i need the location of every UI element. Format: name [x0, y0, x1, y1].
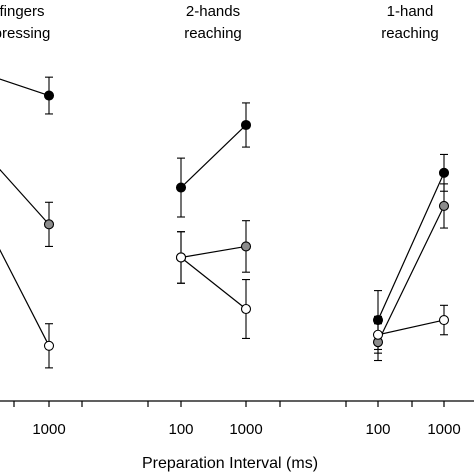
data-point-filled-black	[175, 182, 187, 193]
panel-title-line: 1-hand	[387, 3, 434, 20]
panel-title-line: reaching	[184, 25, 242, 42]
x-tick-label: 1000	[229, 421, 262, 438]
series-line-open	[0, 248, 50, 347]
panel-2: 2-hands reaching 100 1000	[168, 3, 262, 438]
panel-title-line: pressing	[0, 25, 50, 42]
data-point-filled-black	[43, 90, 55, 101]
data-point-filled-gray	[438, 200, 450, 212]
x-tick-label: 1000	[427, 421, 460, 438]
data-point-filled-black	[372, 314, 384, 326]
series-line-open	[377, 319, 445, 336]
series-line-open	[180, 257, 247, 310]
x-tick-label: 1000	[32, 421, 65, 438]
data-point-open	[43, 340, 55, 351]
x-axis	[0, 400, 474, 407]
data-point-filled-black	[438, 167, 450, 178]
panel-1: fingers pressing 1000	[0, 3, 66, 438]
data-point-open	[175, 252, 187, 263]
panel-title-line: reaching	[381, 25, 439, 42]
data-point-open	[372, 329, 384, 340]
data-point-open	[240, 303, 252, 315]
series-line-filled-black	[0, 78, 50, 97]
series-line-filled-black	[180, 124, 247, 188]
series-line-filled-gray	[0, 168, 50, 225]
panels: fingers pressing 1000 2-hands reaching 100 100…	[0, 3, 461, 438]
data-point-filled-black	[240, 119, 252, 131]
data-point-open	[438, 314, 450, 326]
x-axis-title: Preparation Interval (ms)	[142, 455, 318, 472]
x-tick-label: 100	[365, 421, 390, 438]
series-line-filled-gray	[377, 205, 445, 343]
series-line-filled-gray	[180, 245, 247, 259]
panel-3: 1-hand reaching 100 1000	[365, 3, 460, 438]
panel-title-line: fingers	[0, 3, 45, 20]
x-tick-label: 100	[168, 421, 193, 438]
series-line-filled-black	[377, 172, 445, 321]
data-point-filled-gray	[43, 219, 55, 230]
data-point-filled-gray	[240, 241, 252, 252]
panel-title-line: 2-hands	[186, 3, 240, 20]
